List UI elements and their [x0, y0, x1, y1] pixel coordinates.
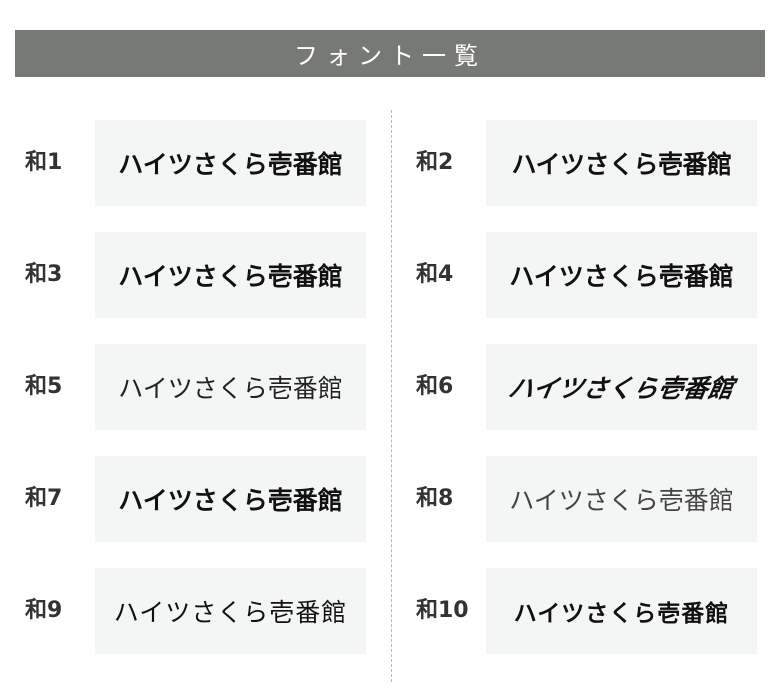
page-title: フォント一覧	[294, 42, 486, 70]
font-label: 和3	[25, 262, 63, 287]
font-item-1: 和1 ハイツさくら壱番館	[25, 120, 385, 206]
font-item-2: 和2 ハイツさくら壱番館	[416, 120, 776, 206]
font-label: 和1	[25, 150, 63, 175]
font-item-9: 和9 ハイツさくら壱番館	[25, 568, 385, 654]
font-sample: ハイツさくら壱番館	[486, 120, 757, 206]
font-label: 和10	[416, 598, 469, 623]
page-header: フォント一覧	[15, 30, 765, 77]
font-sample-box: ハイツさくら壱番館	[486, 344, 757, 430]
font-label: 和4	[416, 262, 454, 287]
column-divider	[391, 110, 392, 682]
font-item-8: 和8 ハイツさくら壱番館	[416, 456, 776, 542]
font-sample: ハイツさくら壱番館	[486, 456, 757, 542]
font-sample: ハイツさくら壱番館	[506, 374, 737, 403]
font-item-4: 和4 ハイツさくら壱番館	[416, 232, 776, 318]
font-sample: ハイツさくら壱番館	[95, 344, 366, 430]
font-sample: ハイツさくら壱番館	[95, 568, 366, 654]
font-label: 和2	[416, 150, 454, 175]
font-label: 和6	[416, 374, 454, 399]
font-label: 和5	[25, 374, 63, 399]
font-item-6: 和6 ハイツさくら壱番館	[416, 344, 776, 430]
font-label: 和9	[25, 598, 63, 623]
font-item-7: 和7 ハイツさくら壱番館	[25, 456, 385, 542]
font-sample: ハイツさくら壱番館	[486, 568, 757, 654]
font-sample: ハイツさくら壱番館	[486, 232, 757, 318]
font-label: 和8	[416, 486, 454, 511]
font-sample: ハイツさくら壱番館	[95, 120, 366, 206]
font-item-5: 和5 ハイツさくら壱番館	[25, 344, 385, 430]
font-item-10: 和10 ハイツさくら壱番館	[416, 568, 776, 654]
font-item-3: 和3 ハイツさくら壱番館	[25, 232, 385, 318]
font-sample: ハイツさくら壱番館	[95, 456, 366, 542]
font-label: 和7	[25, 486, 63, 511]
font-sample: ハイツさくら壱番館	[95, 232, 366, 318]
